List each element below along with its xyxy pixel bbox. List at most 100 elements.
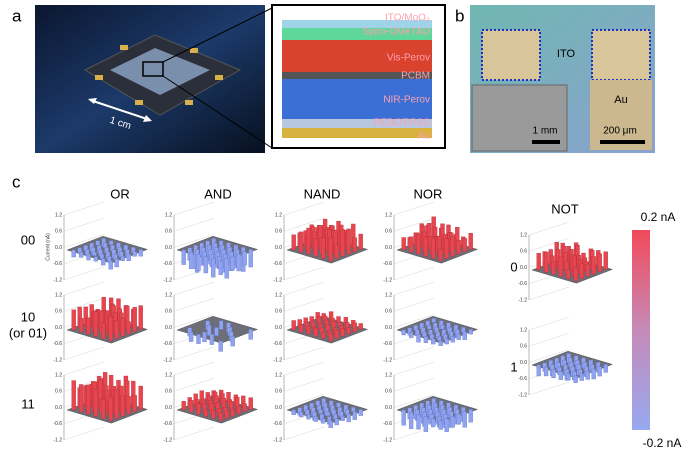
grid-line	[173, 234, 215, 248]
bar	[126, 253, 131, 261]
bar	[426, 325, 432, 330]
bar	[236, 406, 241, 415]
bar	[340, 229, 345, 257]
bar	[591, 368, 596, 380]
bar	[196, 254, 201, 271]
bar	[310, 321, 316, 328]
bar	[573, 375, 578, 383]
z-tick: 0.6	[55, 309, 62, 315]
bar	[462, 411, 467, 428]
grid-line	[63, 281, 105, 296]
grid-line	[173, 281, 215, 296]
z-tick: -0.6	[53, 341, 62, 347]
z-tick: -1.2	[273, 277, 282, 283]
bar-plot: 1.2 0.6 0.0 -0.6 -1.2	[273, 361, 369, 443]
bar	[456, 333, 461, 340]
grid-line	[173, 361, 215, 376]
bar	[333, 413, 338, 420]
z-tick: 0.0	[55, 325, 62, 331]
bar	[444, 418, 449, 432]
bar	[86, 254, 91, 261]
bar	[120, 395, 125, 417]
bar	[401, 329, 406, 336]
bar	[444, 238, 449, 259]
bar-plot: 1.2 0.6 0.0 -0.6 -1.2	[53, 281, 149, 363]
scale: 200 μm	[603, 126, 637, 137]
bar	[236, 253, 241, 272]
z-tick: 1.2	[275, 292, 282, 298]
bar	[438, 340, 443, 346]
z-tick: -0.6	[53, 421, 62, 427]
bar	[242, 251, 247, 266]
z-tick: 1.2	[520, 232, 527, 238]
z-tick: 0.6	[55, 389, 62, 395]
bar	[346, 228, 351, 255]
colorbar-max: 0.2 nA	[641, 210, 676, 224]
bar	[413, 325, 418, 331]
z-tick: -0.6	[383, 341, 392, 347]
gate: NOR	[414, 186, 443, 201]
input: 00	[21, 232, 35, 247]
bar	[450, 336, 455, 343]
bar	[248, 329, 253, 340]
z-tick: 0.0	[55, 245, 62, 251]
grid-line	[283, 281, 325, 296]
z-tick: 0.6	[275, 389, 282, 395]
gate: OR	[110, 186, 130, 201]
grid-line	[393, 378, 435, 392]
z-tick: 0.6	[385, 309, 392, 315]
bar	[108, 260, 113, 270]
grid-line	[63, 361, 105, 376]
grid-line	[393, 218, 435, 232]
bar	[132, 307, 137, 332]
bar	[328, 237, 333, 262]
bar	[438, 420, 443, 430]
bar	[321, 418, 326, 424]
bar	[114, 320, 119, 339]
colorbar	[632, 230, 650, 430]
scale-bar	[600, 140, 645, 144]
bar	[298, 411, 304, 418]
grid-line	[528, 221, 570, 236]
z-tick: 1.2	[165, 372, 172, 378]
bar	[99, 254, 105, 259]
bar	[298, 231, 304, 253]
gate: AND	[204, 186, 231, 201]
bar	[431, 318, 436, 323]
bar	[603, 364, 608, 373]
z-tick: -1.2	[383, 277, 392, 283]
bar	[579, 373, 584, 381]
z-tick: -1.2	[273, 437, 282, 443]
z-tick: 0.0	[385, 405, 392, 411]
z-tick: 0.0	[165, 245, 172, 251]
z-tick: 0.6	[165, 309, 172, 315]
z-axis-label: Current (nA)	[45, 233, 51, 261]
bar	[108, 315, 113, 342]
bar	[346, 327, 351, 335]
au-label: Au	[614, 94, 627, 106]
bar	[434, 327, 439, 333]
bar	[138, 305, 143, 330]
z-tick: -1.2	[53, 277, 62, 283]
grid-line	[283, 361, 325, 376]
layer-label: NIR-Perov	[383, 95, 430, 106]
bar	[334, 330, 339, 339]
z-tick: 1.2	[385, 292, 392, 298]
bar	[211, 258, 216, 278]
z-tick: -1.2	[53, 437, 62, 443]
layer-label: PCBM	[401, 71, 430, 82]
bar	[346, 413, 351, 423]
bar	[101, 398, 106, 419]
grid-line	[63, 346, 105, 361]
bar	[444, 338, 449, 345]
z-tick: -1.2	[163, 437, 172, 443]
bar	[468, 233, 473, 250]
bar	[78, 251, 84, 258]
bar	[328, 420, 333, 428]
scale-bar	[532, 140, 560, 144]
grid-line	[173, 378, 215, 392]
bar	[358, 323, 363, 330]
bar-plot: 1.2 0.6 0.0 -0.6 -1.2	[163, 281, 259, 363]
bar	[196, 334, 201, 344]
bar	[551, 369, 556, 379]
